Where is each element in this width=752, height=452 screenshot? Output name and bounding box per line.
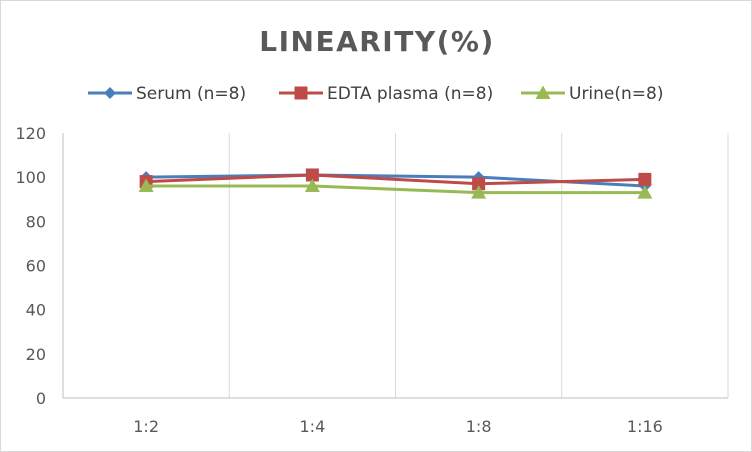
- data-point: [138, 178, 154, 192]
- y-tick-labels: 0 20 40 60 80 100 120: [15, 124, 46, 408]
- y-tick-label: 40: [26, 301, 46, 320]
- legend-marker: [294, 86, 308, 100]
- x-tick-label: 1:16: [627, 417, 663, 436]
- y-tick-label: 80: [26, 212, 46, 231]
- chart-title: LINEARITY(%): [259, 25, 495, 58]
- y-tick-label: 100: [15, 168, 46, 187]
- y-tick-label: 120: [15, 124, 46, 143]
- x-tick-labels: 1:2 1:4 1:8 1:16: [133, 417, 663, 436]
- legend-label: Urine(n=8): [569, 84, 664, 104]
- legend-entry: EDTA plasma (n=8): [279, 84, 493, 104]
- legend-entry: Urine(n=8): [521, 84, 664, 104]
- y-tick-label: 0: [36, 389, 46, 408]
- data-point: [472, 177, 486, 191]
- legend-entry: Serum (n=8): [88, 84, 246, 104]
- legend-marker: [535, 85, 551, 99]
- legend: Serum (n=8) EDTA plasma (n=8) Urine(n=8): [88, 84, 664, 104]
- y-tick-label: 60: [26, 257, 46, 276]
- data-point: [638, 172, 652, 186]
- legend-label: EDTA plasma (n=8): [327, 84, 493, 104]
- data-point: [304, 178, 320, 192]
- data-point: [305, 168, 319, 182]
- series-group: [138, 168, 653, 199]
- series-line: [146, 173, 645, 186]
- legend-marker: [104, 87, 116, 99]
- legend-label: Serum (n=8): [136, 84, 246, 104]
- x-tick-label: 1:2: [133, 417, 159, 436]
- data-point: [471, 185, 487, 199]
- series-line: [146, 184, 645, 195]
- y-tick-label: 20: [26, 345, 46, 364]
- series-3: [138, 178, 653, 199]
- x-tick-label: 1:4: [300, 417, 326, 436]
- data-point: [637, 185, 653, 199]
- x-tick-label: 1:8: [466, 417, 492, 436]
- axes: [62, 133, 728, 399]
